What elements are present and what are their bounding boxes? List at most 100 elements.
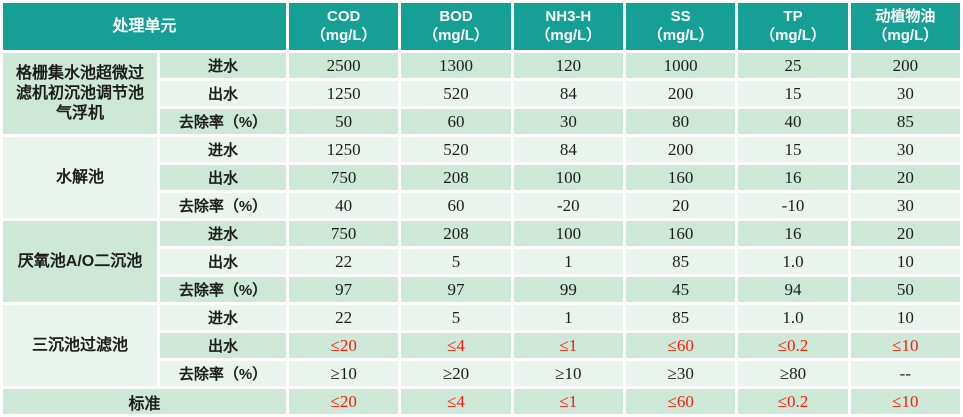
table-row: 出水 1250 520 84 200 15 30 [3, 81, 960, 106]
cell-value: 1 [513, 305, 623, 330]
table-row: 格栅集水池超微过滤机初沉池调节池气浮机 进水 2500 1300 120 100… [3, 53, 960, 134]
col-header-cod-name: COD [327, 7, 361, 25]
row-label: 去除率（%） [160, 193, 287, 218]
table-row: 水解池 进水 1250 520 84 200 15 30 [3, 137, 960, 218]
cell-value: ≥10 [513, 361, 623, 386]
cell-value: 1300 [401, 53, 511, 78]
cell-value: ≥80 [738, 361, 848, 386]
cell-value: 15 [738, 137, 848, 162]
row-label: 出水 [160, 333, 287, 358]
table-row: 去除率（%） ≥10 ≥20 ≥10 ≥30 ≥80 -- [3, 361, 960, 386]
col-header-unit: 处理单元 [3, 3, 287, 50]
col-header-tp-unit: （mg/L） [760, 26, 826, 44]
cell-value: 100 [513, 221, 623, 246]
cell-value-limit: ≤0.2 [738, 333, 848, 358]
cell-value: 22 [289, 305, 399, 330]
cell-value: -- [850, 361, 960, 386]
cell-value-limit: ≤20 [289, 333, 399, 358]
col-header-ss-name: SS [670, 7, 691, 25]
cell-value: 16 [738, 221, 848, 246]
cell-value: 1250 [289, 137, 399, 162]
cell-value-limit: ≤10 [850, 333, 960, 358]
cell-value: 520 [401, 81, 511, 106]
cell-value: 1000 [626, 53, 736, 78]
row-label: 去除率（%） [160, 361, 287, 386]
standard-row: 标准 ≤20 ≤4 ≤1 ≤60 ≤0.2 ≤10 [3, 389, 960, 414]
unit-group-cell-pretreatment: 格栅集水池超微过滤机初沉池调节池气浮机 [3, 53, 157, 134]
cell-value: ≥30 [626, 361, 736, 386]
cell-value: 50 [850, 277, 960, 302]
cell-value: 85 [626, 249, 736, 274]
cell-value: ≥10 [289, 361, 399, 386]
cell-value: 25 [738, 53, 848, 78]
cell-value: 30 [850, 193, 960, 218]
cell-value: 750 [289, 221, 399, 246]
cell-value: 120 [513, 53, 623, 78]
row-label: 出水 [160, 81, 287, 106]
col-header-oil-name: 动植物油 [875, 7, 936, 25]
cell-value: 60 [401, 193, 511, 218]
cell-value: 100 [513, 165, 623, 190]
col-header-nh3-name: NH3-H [545, 7, 592, 25]
cell-value: 85 [850, 109, 960, 134]
cell-value: 208 [401, 221, 511, 246]
col-header-bod-name: BOD [439, 7, 473, 25]
row-label: 去除率（%） [160, 109, 287, 134]
table-row: 出水 ≤20 ≤4 ≤1 ≤60 ≤0.2 ≤10 [3, 333, 960, 358]
cell-value-limit: ≤20 [289, 389, 399, 414]
col-header-oil: 动植物油 （mg/L） [850, 3, 960, 50]
cell-value: 60 [401, 109, 511, 134]
cell-value: -20 [513, 193, 623, 218]
cell-value: 5 [401, 249, 511, 274]
unit-group-cell-tertiary-filter: 三沉池过滤池 [3, 305, 157, 386]
row-label: 去除率（%） [160, 277, 287, 302]
cell-value: 750 [289, 165, 399, 190]
row-label: 出水 [160, 249, 287, 274]
cell-value-limit: ≤10 [850, 389, 960, 414]
cell-value: 520 [401, 137, 511, 162]
col-header-ss: SS （mg/L） [626, 3, 736, 50]
cell-value: 30 [850, 81, 960, 106]
cell-value: 20 [850, 221, 960, 246]
cell-value: 97 [401, 277, 511, 302]
col-header-nh3: NH3-H （mg/L） [513, 3, 623, 50]
cell-value: 10 [850, 305, 960, 330]
cell-value: 208 [401, 165, 511, 190]
row-label: 出水 [160, 165, 287, 190]
cell-value: 20 [626, 193, 736, 218]
cell-value: 160 [626, 221, 736, 246]
cell-value: 2500 [289, 53, 399, 78]
row-label: 进水 [160, 137, 287, 162]
table-row: 去除率（%） 97 97 99 45 94 50 [3, 277, 960, 302]
cell-value: 97 [289, 277, 399, 302]
col-header-nh3-unit: （mg/L） [535, 26, 602, 44]
table-row: 出水 22 5 1 85 1.0 10 [3, 249, 960, 274]
cell-value: 1.0 [738, 249, 848, 274]
table-row: 厌氧池A/O二沉池 进水 750 208 100 160 16 20 [3, 221, 960, 302]
cell-value: 40 [738, 109, 848, 134]
cell-value: 40 [289, 193, 399, 218]
cell-value: 1 [513, 249, 623, 274]
cell-value: 200 [626, 81, 736, 106]
unit-group-cell-hydrolysis: 水解池 [3, 137, 157, 218]
standard-row-label: 标准 [3, 389, 287, 414]
cell-value: 94 [738, 277, 848, 302]
cell-value: 16 [738, 165, 848, 190]
row-label: 进水 [160, 221, 287, 246]
cell-value: 50 [289, 109, 399, 134]
cell-value-limit: ≤1 [513, 389, 623, 414]
cell-value: 80 [626, 109, 736, 134]
col-header-tp: TP （mg/L） [738, 3, 848, 50]
col-header-bod-unit: （mg/L） [423, 26, 489, 44]
col-header-cod: COD （mg/L） [289, 3, 399, 50]
cell-value: -10 [738, 193, 848, 218]
row-label: 进水 [160, 305, 287, 330]
table-row: 出水 750 208 100 160 16 20 [3, 165, 960, 190]
col-header-ss-unit: （mg/L） [647, 26, 714, 44]
col-header-oil-unit: （mg/L） [872, 26, 939, 44]
cell-value-limit: ≤60 [626, 389, 736, 414]
table-row: 去除率（%） 50 60 30 80 40 85 [3, 109, 960, 134]
cell-value-limit: ≤4 [401, 389, 511, 414]
cell-value: 84 [513, 81, 623, 106]
